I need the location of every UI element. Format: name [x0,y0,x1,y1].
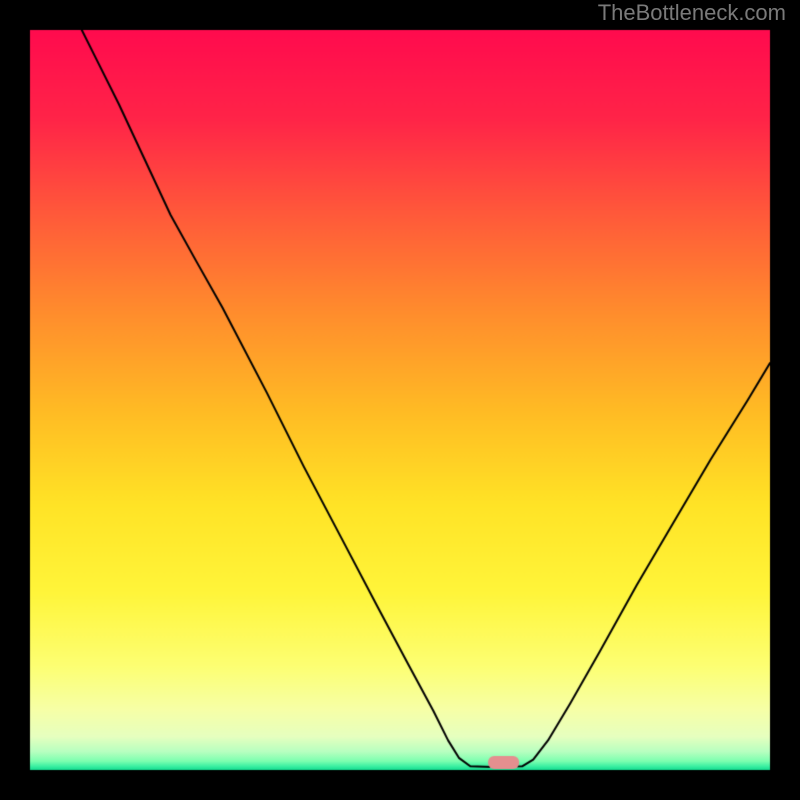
bottleneck-chart [0,0,800,800]
watermark-label: TheBottleneck.com [598,2,786,24]
